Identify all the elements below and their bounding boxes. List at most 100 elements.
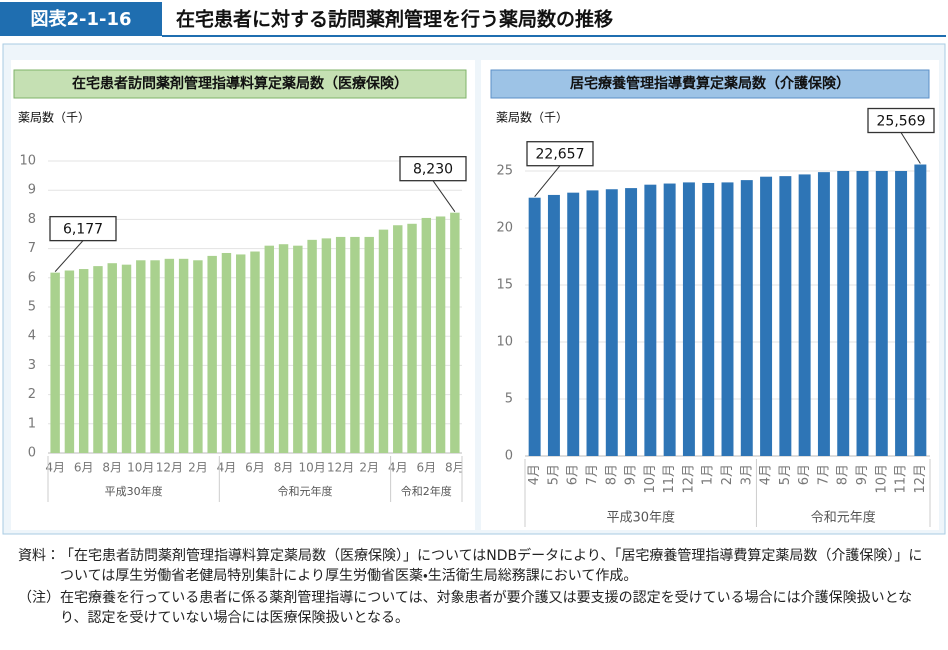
y-axis-label: 薬局数（千） bbox=[18, 110, 90, 125]
bar bbox=[364, 236, 374, 453]
x-tick-label: 6月 bbox=[74, 461, 94, 475]
chart-title-box bbox=[490, 69, 930, 99]
callout-box bbox=[49, 215, 117, 242]
bar bbox=[567, 192, 580, 456]
bar bbox=[207, 255, 217, 453]
bar bbox=[307, 239, 317, 453]
bar bbox=[450, 212, 460, 453]
note-text: 在宅療養を行っている患者に係る薬剤管理指導については、対象患者が要介護又は要支援… bbox=[60, 590, 913, 626]
x-tick-label: 4月 bbox=[217, 461, 237, 475]
bar bbox=[914, 164, 927, 456]
y-axis-label: 薬局数（千） bbox=[496, 110, 568, 125]
x-tick-label: 8月 bbox=[274, 461, 294, 475]
bar bbox=[164, 258, 175, 453]
x-tick-label: 12月 bbox=[327, 461, 354, 475]
x-tick-label: 11月 bbox=[662, 464, 677, 494]
value-label: 8,230 bbox=[413, 162, 453, 178]
group-label: 平成30年度 bbox=[105, 484, 163, 498]
callout-line bbox=[534, 165, 561, 198]
callout-line bbox=[54, 240, 84, 272]
note: （注） 在宅療養を行っている患者に係る薬剤管理指導については、対象患者が要介護又は… bbox=[18, 588, 930, 628]
figure: 図表2-1-16 在宅患者に対する訪問薬剤管理を行う薬局数の推移 在宅患者訪問薬… bbox=[0, 2, 946, 535]
y-tick-label: 5 bbox=[505, 392, 513, 407]
notes: 資料： 「在宅患者訪問薬剤管理指導料算定薬局数（医療保険）」についてはNDBデータ… bbox=[18, 546, 930, 630]
note-label: （注） bbox=[18, 590, 60, 606]
bar bbox=[321, 238, 332, 453]
bar bbox=[278, 244, 289, 453]
figure-title: 在宅患者に対する訪問薬剤管理を行う薬局数の推移 bbox=[176, 8, 613, 31]
note-label: 資料： bbox=[18, 548, 60, 564]
y-tick-label: 5 bbox=[28, 300, 36, 315]
group-label: 令和元年度 bbox=[811, 510, 876, 526]
bar bbox=[435, 216, 446, 453]
x-tick-label: 4月 bbox=[45, 461, 65, 475]
y-tick-label: 8 bbox=[28, 212, 36, 227]
x-tick-label: 4月 bbox=[527, 464, 542, 485]
callout-line bbox=[900, 132, 921, 164]
y-tick-label: 1 bbox=[28, 416, 36, 431]
x-tick-label: 4月 bbox=[388, 461, 408, 475]
bar bbox=[528, 197, 541, 456]
group-label: 平成30年度 bbox=[606, 510, 675, 526]
note-text: 「在宅患者訪問薬剤管理指導料算定薬局数（医療保険）」についてはNDBデータにより… bbox=[60, 548, 923, 584]
x-tick-label: 10月 bbox=[127, 461, 154, 475]
bar bbox=[586, 190, 599, 456]
callout-box bbox=[526, 141, 594, 167]
bar bbox=[682, 182, 695, 456]
y-tick-label: 10 bbox=[496, 335, 513, 350]
bar bbox=[150, 260, 160, 453]
bar bbox=[64, 270, 75, 453]
x-tick-label: 4月 bbox=[759, 464, 774, 485]
bar bbox=[702, 182, 715, 456]
value-label: 6,177 bbox=[63, 222, 103, 238]
y-tick-label: 3 bbox=[28, 358, 36, 373]
bar bbox=[798, 174, 811, 457]
figure-number-box bbox=[0, 2, 162, 36]
x-tick-label: 10月 bbox=[643, 464, 658, 494]
bar bbox=[407, 223, 417, 453]
bar bbox=[721, 182, 734, 456]
x-tick-label: 11月 bbox=[894, 464, 909, 494]
x-tick-label: 7月 bbox=[585, 464, 600, 485]
bar bbox=[895, 171, 908, 456]
bar bbox=[350, 236, 360, 453]
bar bbox=[221, 252, 232, 453]
chart-title: 在宅患者訪問薬剤管理指導料算定薬局数（医療保険） bbox=[72, 75, 408, 92]
bar bbox=[779, 176, 792, 456]
x-tick-label: 8月 bbox=[836, 464, 851, 485]
x-tick-label: 6月 bbox=[416, 461, 436, 475]
callout-box bbox=[399, 156, 467, 182]
bar bbox=[625, 188, 638, 456]
y-tick-label: 0 bbox=[28, 446, 36, 461]
x-tick-label: 2月 bbox=[188, 461, 208, 475]
x-tick-label: 7月 bbox=[816, 464, 831, 485]
bar bbox=[378, 229, 389, 453]
value-label: 25,569 bbox=[877, 114, 926, 130]
bar bbox=[250, 251, 260, 453]
y-tick-label: 15 bbox=[496, 278, 513, 293]
y-tick-label: 9 bbox=[28, 183, 36, 198]
bar bbox=[121, 264, 132, 453]
group-label: 令和元年度 bbox=[277, 484, 332, 498]
y-tick-label: 6 bbox=[28, 270, 36, 285]
bar bbox=[644, 184, 657, 456]
note: 資料： 「在宅患者訪問薬剤管理指導料算定薬局数（医療保険）」についてはNDBデータ… bbox=[18, 546, 930, 586]
x-tick-label: 9月 bbox=[855, 464, 870, 485]
x-tick-label: 1月 bbox=[701, 464, 716, 485]
bar bbox=[236, 254, 246, 453]
group-label: 令和2年度 bbox=[401, 484, 452, 498]
x-tick-label: 6月 bbox=[797, 464, 812, 485]
chart-title: 居宅療養管理指導費算定薬局数（介護保険） bbox=[570, 75, 850, 92]
figure-number: 図表2-1-16 bbox=[30, 8, 131, 30]
x-tick-label: 10月 bbox=[298, 461, 325, 475]
bar bbox=[193, 260, 203, 453]
chart-title-box bbox=[13, 69, 467, 99]
bar bbox=[393, 225, 403, 453]
bar bbox=[293, 245, 303, 453]
bar bbox=[78, 269, 89, 453]
y-tick-label: 2 bbox=[28, 387, 36, 402]
x-tick-label: 2月 bbox=[720, 464, 735, 485]
y-tick-label: 4 bbox=[28, 329, 36, 344]
bar bbox=[50, 272, 60, 453]
x-tick-label: 6月 bbox=[566, 464, 581, 485]
